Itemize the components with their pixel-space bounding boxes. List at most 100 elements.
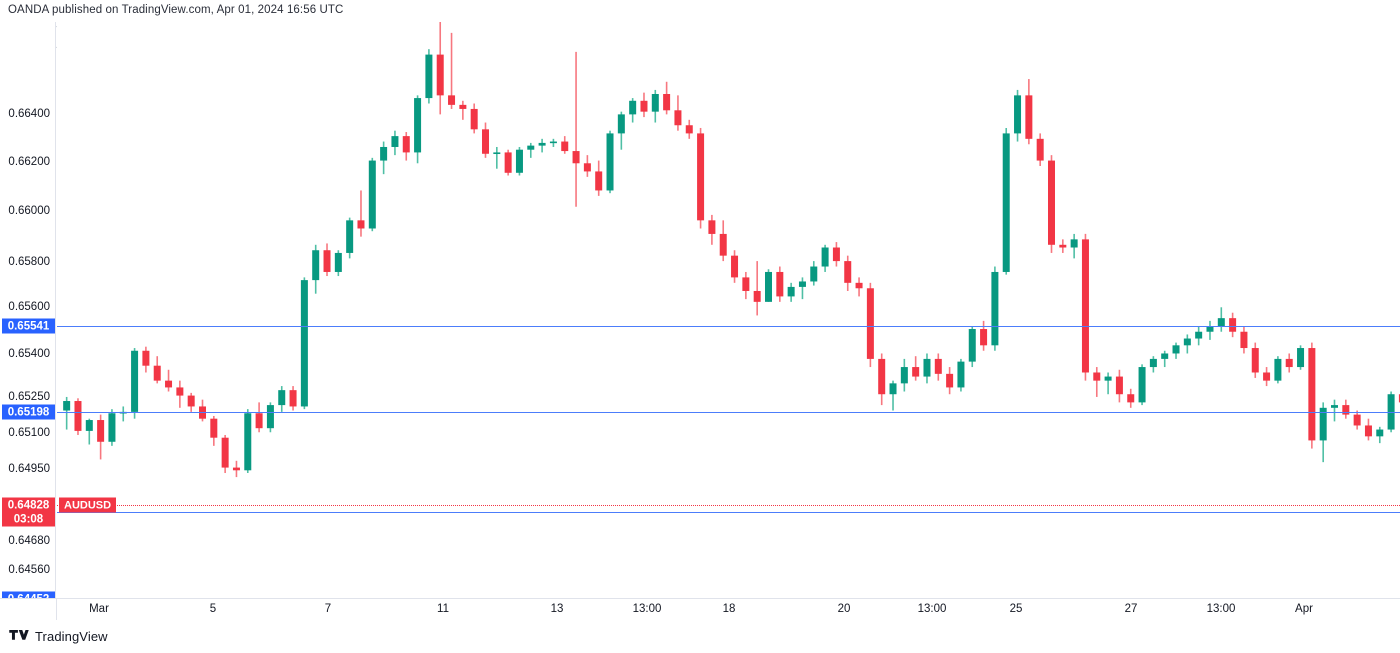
candlestick: [1195, 326, 1203, 346]
tradingview-glyph-icon: [9, 630, 29, 640]
price-tick-label: 0.65250: [8, 391, 50, 403]
candlestick: [165, 369, 173, 392]
candlestick: [1240, 326, 1248, 354]
time-axis[interactable]: Mar 5 7 11 13 13:00 18 20 13:00 25 27 13:00 Apr: [0, 598, 1400, 621]
candlestick: [1364, 418, 1372, 441]
candlestick: [1183, 334, 1191, 354]
candlestick: [1149, 356, 1157, 373]
candlestick: [878, 353, 886, 406]
candlestick: [1127, 388, 1135, 408]
candlestick: [1331, 399, 1338, 422]
candlestick: [934, 353, 942, 381]
symbol-price-tag[interactable]: AUDUSD: [59, 497, 117, 513]
last-price-line[interactable]: [57, 505, 1400, 506]
candlestick: [674, 95, 682, 131]
price-level-badge[interactable]: 0.65541: [2, 318, 55, 334]
time-tick-label: 7: [324, 603, 332, 615]
candlestick: [1104, 372, 1112, 395]
candlestick: [108, 409, 116, 446]
candlestick: [685, 119, 693, 139]
candlestick: [844, 255, 852, 291]
candlestick: [1081, 233, 1089, 381]
attribution-text: OANDA published on TradingView.com, Apr …: [8, 4, 344, 16]
candlestick: [266, 402, 274, 433]
time-tick-label: 5: [209, 603, 217, 615]
candlestick: [63, 396, 71, 430]
candlestick: [300, 277, 308, 410]
candlestick: [810, 261, 818, 286]
candlestick: [980, 320, 988, 351]
candlestick: [221, 434, 229, 474]
axis-divider: [56, 599, 57, 621]
candlestick: [900, 358, 908, 392]
candlestick: [538, 138, 546, 153]
price-tick-label: 0.66200: [8, 156, 50, 168]
resistance-line-1[interactable]: [57, 326, 1400, 327]
candlestick: [380, 141, 388, 175]
candlestick: [798, 277, 806, 300]
candlestick: [1217, 307, 1225, 332]
candlestick: [855, 277, 863, 297]
candlestick: [1048, 155, 1055, 253]
candlestick: [1342, 399, 1350, 419]
tradingview-logo[interactable]: TradingView: [9, 629, 108, 644]
candlestick: [991, 266, 999, 351]
price-level-badge[interactable]: 0.65198: [2, 404, 55, 420]
candlestick: [470, 103, 478, 134]
candlestick: [1138, 364, 1146, 406]
candlestick: [968, 326, 976, 368]
candlestick: [527, 142, 535, 158]
candlestick: [832, 242, 840, 267]
candlestick: [719, 220, 727, 262]
last-price-badge[interactable]: 0.64828 03:08: [2, 497, 55, 527]
candlestick: [1229, 312, 1237, 338]
candlestick: [210, 415, 218, 446]
candlestick: [368, 157, 376, 232]
time-tick-label: 11: [437, 603, 449, 615]
candlestick: [414, 95, 422, 164]
candlestick: [425, 49, 433, 104]
candlestick: [742, 271, 750, 300]
candlestick: [459, 100, 467, 120]
support-line-1[interactable]: [57, 512, 1400, 513]
candlestick: [232, 460, 240, 478]
candlestick: [436, 22, 444, 115]
candlestick: [923, 353, 931, 384]
candlestick: [187, 392, 195, 412]
candlestick: [1115, 369, 1123, 403]
candlestick: [583, 155, 591, 177]
price-axis[interactable]: 0.66400 0.66200 0.66000 0.65800 0.65600 0.654…: [0, 22, 56, 607]
candlestick: [1263, 367, 1271, 387]
candlestick: [153, 356, 161, 384]
candlestick: [753, 261, 761, 316]
candlestick: [1387, 391, 1395, 433]
candlestick: [572, 51, 580, 207]
candlestick: [391, 130, 399, 156]
candlestick: [787, 282, 795, 302]
resistance-line-2[interactable]: [57, 412, 1400, 413]
candlestick: [651, 89, 659, 123]
plot-area[interactable]: AUDUSD: [57, 22, 1400, 598]
candlestick: [1172, 342, 1180, 359]
price-tick-label: 0.64950: [8, 463, 50, 475]
last-price-value: 0.64828: [7, 499, 50, 511]
footer: TradingView: [0, 620, 1400, 653]
time-tick-label: Mar: [89, 603, 109, 615]
candlestick: [1206, 320, 1214, 340]
candlestick: [448, 32, 456, 109]
time-tick-label: 13:00: [917, 603, 947, 615]
candlestick: [515, 146, 523, 176]
time-tick-label: Apr: [1295, 603, 1313, 615]
candlestick: [776, 266, 784, 302]
candlestick: [595, 160, 603, 196]
candlestick: [199, 399, 206, 422]
candlestick: [1025, 79, 1033, 145]
price-tick-label: 0.65800: [8, 256, 50, 268]
time-tick-label: 13:00: [632, 603, 662, 615]
candlestick: [1002, 127, 1010, 275]
price-tick-label: 0.66400: [8, 108, 50, 120]
candlestick: [131, 348, 139, 419]
candlestick: [606, 130, 614, 194]
candlestick: [866, 282, 874, 368]
candlestick: [1070, 233, 1078, 259]
